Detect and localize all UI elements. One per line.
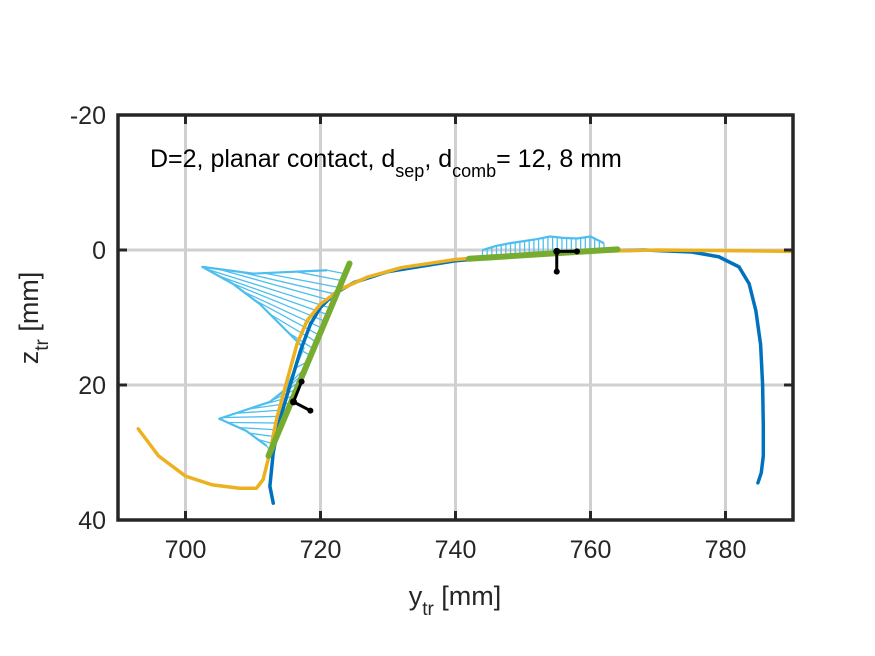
distribution-hatch <box>238 426 279 431</box>
distribution-hatch <box>205 268 331 309</box>
frame-origin <box>290 398 297 406</box>
contact-frame-1 <box>290 378 314 414</box>
y-axis-label: ztr [mm] <box>14 272 53 365</box>
x-tick-label: 700 <box>165 536 207 564</box>
distribution-hatch <box>239 271 336 295</box>
y-tick-label: -20 <box>70 102 106 130</box>
distribution-hatch <box>222 415 285 419</box>
x-tick-label: 780 <box>705 536 747 564</box>
x-axis-label: ytr [mm] <box>409 581 502 620</box>
ticks: 700 720 740 760 780 -20 0 20 40 <box>70 102 793 564</box>
distribution-hatch <box>218 275 328 315</box>
frame-origin <box>553 247 561 255</box>
x-tick-label: 720 <box>300 536 342 564</box>
chart-annotation: D=2, planar contact, dsep, dcomb= 12, 8 … <box>150 145 622 181</box>
distribution-hatch <box>269 313 316 343</box>
distribution-hatch <box>327 269 345 275</box>
distribution-hatch <box>231 282 325 322</box>
frame-axis-tip <box>307 407 314 414</box>
contact-frame-2 <box>553 247 580 275</box>
distribution-hatch <box>264 272 339 288</box>
distribution-1 <box>201 265 345 451</box>
frame-axis-tip <box>574 248 580 255</box>
series-line-3 <box>265 260 353 459</box>
y-tick-label: 40 <box>78 507 106 535</box>
distribution-hatch <box>249 432 276 438</box>
x-tick-label: 740 <box>435 536 477 564</box>
distribution-hatch <box>295 271 342 282</box>
y-tick-label: 0 <box>92 237 106 265</box>
x-tick-label: 760 <box>570 536 612 564</box>
distribution-outline <box>482 235 605 252</box>
contact-frames <box>290 247 580 414</box>
y-tick-label: 20 <box>78 372 106 400</box>
plot-area <box>136 235 793 505</box>
frame-axis-tip <box>553 268 560 275</box>
series-line-4 <box>466 246 621 262</box>
distribution-hatch <box>217 268 333 302</box>
distribution-hatch <box>227 421 282 424</box>
frame-axis-tip <box>298 378 305 385</box>
frame-axis-2 <box>292 381 303 403</box>
